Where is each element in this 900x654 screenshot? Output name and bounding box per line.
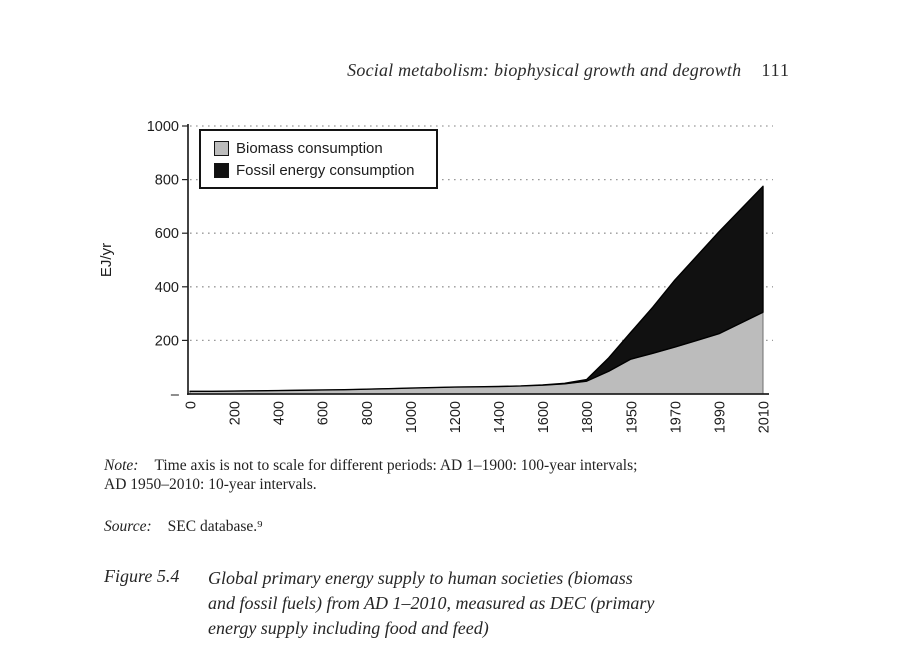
legend-label-fossil: Fossil energy consumption: [236, 162, 415, 179]
x-tick-label: 2010: [757, 401, 773, 433]
biomass-swatch-icon: [214, 141, 229, 156]
note-line2: AD 1950–2010: 10-year intervals.: [104, 476, 317, 493]
x-tick-label: 1990: [712, 401, 728, 433]
x-tick-label: 1800: [580, 401, 596, 433]
y-tick-label: 400: [155, 280, 179, 296]
legend-label-biomass: Biomass consumption: [236, 140, 383, 157]
running-head-title: Social metabolism: biophysical growth an…: [347, 60, 742, 80]
legend-item-biomass: Biomass consumption: [214, 138, 430, 159]
energy-supply-chart: – 200 400 600 800 1000 EJ/yr 0 200 400 600 800 1000 1…: [95, 108, 795, 453]
figure-note: Note: Time axis is not to scale for diffe…: [104, 456, 744, 494]
page-number: 111: [761, 60, 790, 80]
y-tick-label: 1000: [147, 119, 179, 135]
figure-caption: Figure 5.4 Global primary energy supply …: [104, 566, 654, 641]
x-tick-label: 1400: [492, 401, 508, 433]
y-tick-label: –: [171, 387, 180, 403]
figure-source: Source: SEC database.⁹: [104, 518, 263, 536]
x-tick-label: 200: [228, 401, 244, 425]
source-text: SEC database.⁹: [167, 518, 263, 535]
caption-line: Global primary energy supply to human so…: [208, 568, 633, 588]
x-tick-label: 1200: [448, 401, 464, 433]
stacked-area-plot: – 200 400 600 800 1000 EJ/yr 0 200 400 600 800 1000 1…: [98, 119, 773, 433]
x-tick-label: 400: [272, 401, 288, 425]
note-label: Note:: [104, 457, 139, 474]
caption-line: and fossil fuels) from AD 1–2010, measur…: [208, 593, 655, 613]
x-tick-label: 0: [184, 401, 200, 409]
source-label: Source:: [104, 518, 152, 535]
x-tick-label: 600: [316, 401, 332, 425]
legend-item-fossil: Fossil energy consumption: [214, 160, 430, 181]
caption-line: energy supply including food and feed): [208, 618, 489, 638]
x-tick-label: 1950: [624, 401, 640, 433]
x-tick-label: 1600: [536, 401, 552, 433]
figure-caption-label: Figure 5.4: [104, 566, 180, 586]
x-tick-label: 800: [360, 401, 376, 425]
running-head: Social metabolism: biophysical growth an…: [347, 60, 790, 81]
fossil-area: [189, 185, 764, 393]
chart-legend: Biomass consumption Fossil energy consum…: [199, 129, 438, 189]
y-axis-title: EJ/yr: [98, 243, 115, 277]
x-tick-label: 1000: [404, 401, 420, 433]
x-tick-label: 1970: [668, 401, 684, 433]
y-tick-label: 200: [155, 333, 179, 349]
figure-caption-text: Global primary energy supply to human so…: [208, 566, 654, 641]
y-tick-label: 600: [155, 226, 179, 242]
y-tick-label: 800: [155, 173, 179, 189]
note-line1: Time axis is not to scale for different …: [154, 457, 638, 474]
fossil-swatch-icon: [214, 163, 229, 178]
